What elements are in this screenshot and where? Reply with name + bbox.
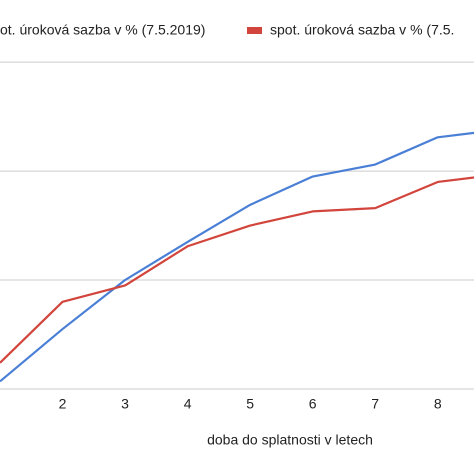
legend-label: ot. úroková sazba v % (7.5.2019) [0, 22, 205, 38]
x-tick-label: 7 [371, 396, 379, 412]
x-tick-label: 5 [246, 396, 254, 412]
legend-swatch [247, 27, 262, 34]
line-series [0, 176, 474, 364]
plot-area [0, 131, 474, 383]
x-tick-label: 3 [121, 396, 129, 412]
line-series [0, 131, 474, 383]
x-tick-label: 6 [309, 396, 317, 412]
x-tick-label: 8 [434, 396, 442, 412]
x-tick-label: 2 [59, 396, 67, 412]
x-axis-title: doba do splatnosti v letech [207, 432, 373, 448]
legend-label: spot. úroková sazba v % (7.5. [270, 22, 454, 38]
x-tick-label: 4 [184, 396, 192, 412]
